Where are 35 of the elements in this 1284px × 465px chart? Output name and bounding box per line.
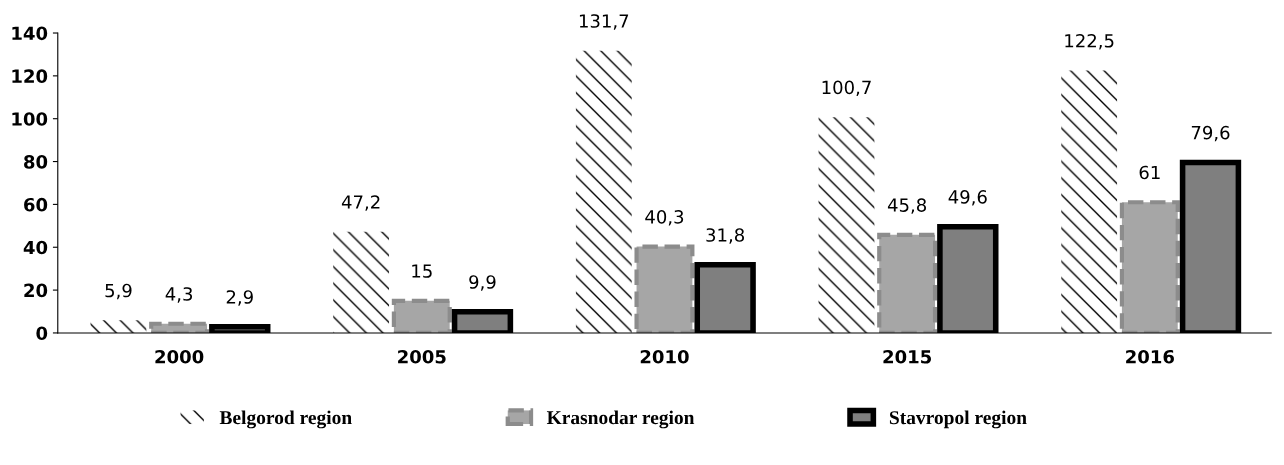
x-tick-label: 2005 [398,349,446,364]
data-label: 31,8 [706,228,744,244]
y-tick-label: 20 [24,283,48,298]
data-label: 61 [1139,165,1160,180]
y-tick-label: 40 [23,240,48,255]
x-tick-label: 2016 [1126,349,1174,364]
legend-label: Stavropol region [889,410,1027,429]
legend-label: Belgorod region [219,410,352,429]
y-tick-label: 0 [36,326,48,341]
y-tick-label: 120 [12,69,48,83]
bar [575,50,632,333]
legend-label: Krasnodar region [546,410,695,429]
data-label: 122,5 [1065,33,1114,50]
x-tick-label: 2015 [883,349,932,364]
data-label: 47,2 [341,195,380,211]
bar [1061,70,1118,333]
y-tick-label: 80 [24,155,48,169]
data-label: 15 [412,264,432,278]
x-tick-label: 2010 [640,349,689,364]
data-label: 2,9 [226,290,253,306]
data-label: 100,7 [822,80,871,97]
y-tick-label: 140 [12,26,48,41]
data-label: 45,8 [887,198,927,214]
data-label: 5,9 [105,283,132,300]
bar [818,117,875,333]
data-label: 49,6 [948,190,987,206]
y-tick-label: 60 [24,197,48,212]
data-label: 9,9 [469,275,496,291]
y-tick-label: 100 [12,112,48,126]
data-label: 131,7 [579,14,629,30]
data-label: 4,3 [165,287,193,303]
data-label: 79,6 [1191,125,1230,142]
x-tick-label: 2000 [155,349,204,364]
bar [333,231,390,333]
data-label: 40,3 [645,210,684,226]
